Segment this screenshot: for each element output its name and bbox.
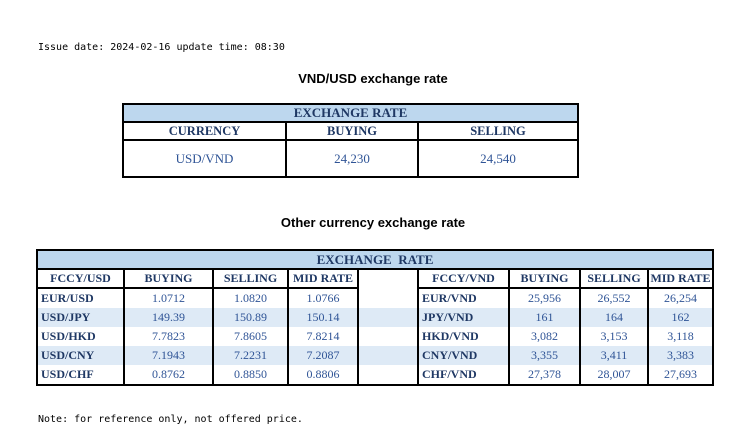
- gap-cell: [357, 365, 419, 385]
- gap-cell: [357, 327, 419, 346]
- th-buying-usd: BUYING: [123, 269, 214, 289]
- rate-cell: 164: [579, 308, 649, 327]
- rate-row-chf: USD/CHF 0.8762 0.8850 0.8806 CHF/VND 27,…: [36, 365, 714, 385]
- rate-cell: 7.2231: [212, 346, 289, 365]
- pair-cell: USD/CHF: [36, 365, 125, 385]
- note-line: Note: for reference only, not offered pr…: [38, 414, 303, 425]
- gap-header-cell: [357, 269, 419, 288]
- rate-cell: 162: [647, 308, 714, 327]
- pair-cell: CHF/VND: [417, 365, 510, 385]
- pair-cell: USD/HKD: [36, 327, 125, 346]
- rate-cell: 0.8806: [287, 365, 359, 385]
- th-fccy-usd: FCCY/USD: [36, 269, 125, 289]
- pair-cell: EUR/VND: [417, 288, 510, 308]
- rate-row-hkd: USD/HKD 7.7823 7.8605 7.8214 HKD/VND 3,0…: [36, 327, 714, 346]
- rate-cell: 3,118: [647, 327, 714, 346]
- rate-cell: 3,153: [579, 327, 649, 346]
- rate-cell: 1.0712: [123, 288, 214, 308]
- rate-cell: 3,082: [508, 327, 581, 346]
- vnd-usd-table-title: VND/USD exchange rate: [298, 71, 448, 86]
- table-header-row: EXCHANGE RATE: [122, 104, 579, 123]
- rate-cell: 7.7823: [123, 327, 214, 346]
- rate-cell: 7.8214: [287, 327, 359, 346]
- rate-cell: 28,007: [579, 365, 649, 385]
- rate-cell: 7.8605: [212, 327, 289, 346]
- rate-row-eur: EUR/USD 1.0712 1.0820 1.0766 EUR/VND 25,…: [36, 288, 714, 308]
- rate-cell: 149.39: [123, 308, 214, 327]
- th-midrate-vnd: MID RATE: [647, 269, 714, 289]
- pair-cell: CNY/VND: [417, 346, 510, 365]
- currency-cell: USD/VND: [122, 140, 287, 177]
- column-header-row: FCCY/USD BUYING SELLING MID RATE FCCY/VN…: [36, 269, 714, 289]
- gap-cell: [357, 308, 419, 327]
- rate-cell: 150.14: [287, 308, 359, 327]
- rate-cell: 1.0766: [287, 288, 359, 308]
- other-currency-rate-table: EXCHANGE RATE FCCY/USD BUYING SELLING MI…: [36, 249, 714, 386]
- pair-cell: JPY/VND: [417, 308, 510, 327]
- pair-cell: HKD/VND: [417, 327, 510, 346]
- usd-vnd-row: USD/VND 24,230 24,540: [122, 140, 579, 177]
- rate-cell: 7.2087: [287, 346, 359, 365]
- rate-cell: 3,411: [579, 346, 649, 365]
- pair-cell: USD/CNY: [36, 346, 125, 365]
- rate-row-jpy: USD/JPY 149.39 150.89 150.14 JPY/VND 161…: [36, 308, 714, 327]
- rate-cell: 25,956: [508, 288, 581, 308]
- issue-date-line: Issue date: 2024-02-16 update time: 08:3…: [38, 42, 285, 53]
- rate-row-cny: USD/CNY 7.1943 7.2231 7.2087 CNY/VND 3,3…: [36, 346, 714, 365]
- th-buying: BUYING: [285, 122, 419, 141]
- rate-cell: 0.8850: [212, 365, 289, 385]
- other-currency-table-title: Other currency exchange rate: [280, 215, 466, 230]
- th-fccy-vnd: FCCY/VND: [417, 269, 510, 289]
- rate-cell: 26,254: [647, 288, 714, 308]
- pair-cell: USD/JPY: [36, 308, 125, 327]
- th-selling: SELLING: [417, 122, 579, 141]
- selling-cell: 24,540: [417, 140, 579, 177]
- rate-cell: 0.8762: [123, 365, 214, 385]
- pair-cell: EUR/USD: [36, 288, 125, 308]
- rate-cell: 3,355: [508, 346, 581, 365]
- th-currency: CURRENCY: [122, 122, 287, 141]
- rate-cell: 161: [508, 308, 581, 327]
- gap-cell: [357, 346, 419, 365]
- rate-cell: 27,378: [508, 365, 581, 385]
- buying-cell: 24,230: [285, 140, 419, 177]
- rate-cell: 1.0820: [212, 288, 289, 308]
- gap-cell: [357, 288, 419, 308]
- rate-cell: 150.89: [212, 308, 289, 327]
- table-header-row: EXCHANGE RATE: [36, 250, 714, 270]
- th-midrate-usd: MID RATE: [287, 269, 359, 289]
- rate-cell: 26,552: [579, 288, 649, 308]
- table-header-cell: EXCHANGE RATE: [122, 104, 579, 123]
- column-header-row: CURRENCY BUYING SELLING: [122, 122, 579, 141]
- rate-cell: 3,383: [647, 346, 714, 365]
- rate-cell: 27,693: [647, 365, 714, 385]
- th-selling-usd: SELLING: [212, 269, 289, 289]
- table-header-cell: EXCHANGE RATE: [36, 250, 714, 270]
- rate-cell: 7.1943: [123, 346, 214, 365]
- th-buying-vnd: BUYING: [508, 269, 581, 289]
- vnd-usd-rate-table: EXCHANGE RATE CURRENCY BUYING SELLING US…: [122, 103, 579, 178]
- th-selling-vnd: SELLING: [579, 269, 649, 289]
